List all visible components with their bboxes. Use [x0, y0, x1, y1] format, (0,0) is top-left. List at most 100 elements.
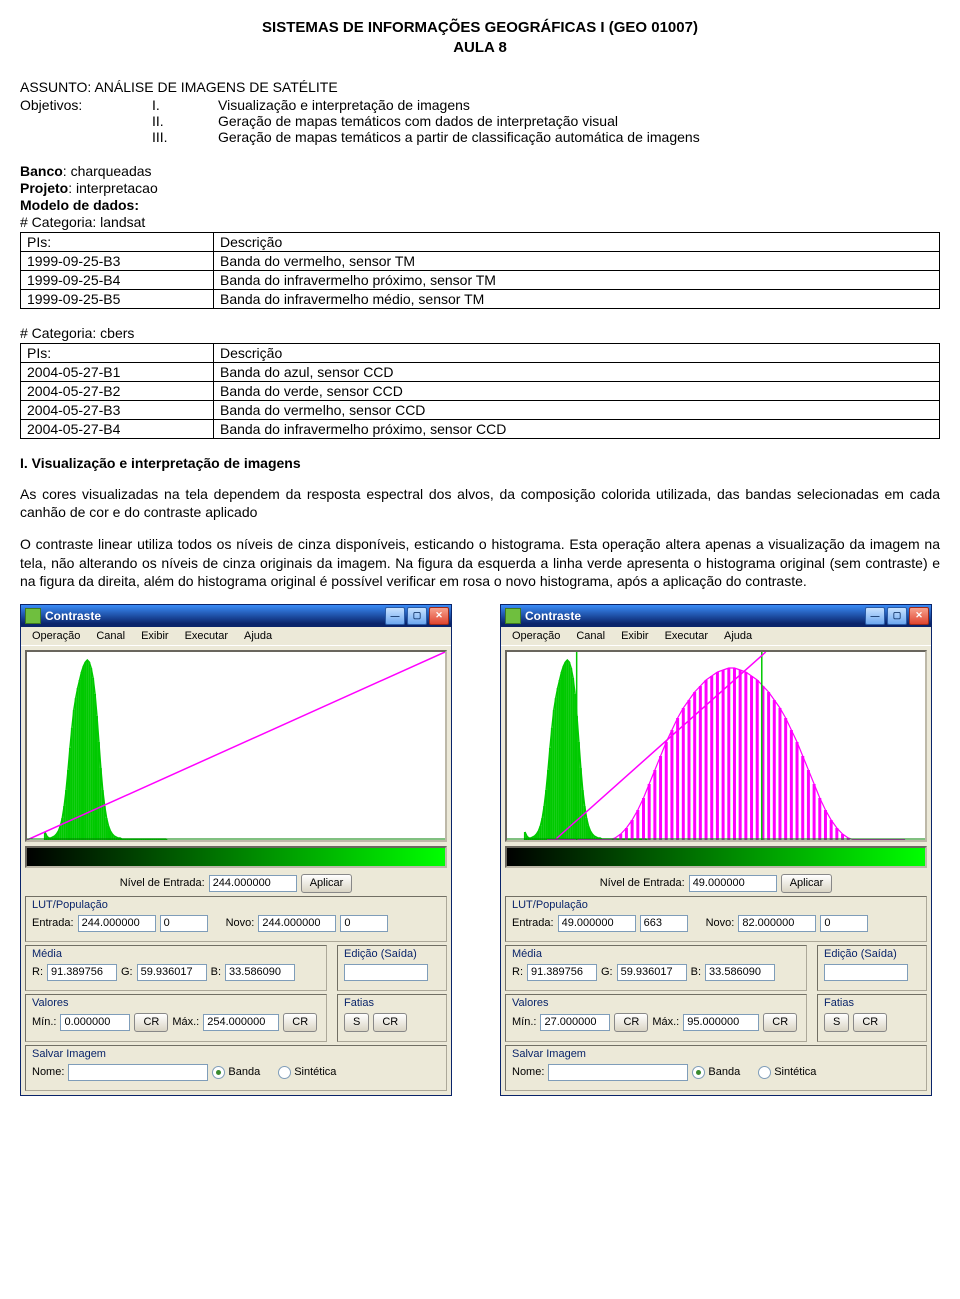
novo-input-1[interactable] [258, 915, 336, 932]
close-button[interactable]: ✕ [909, 607, 929, 625]
banco-value: : charqueadas [63, 163, 152, 179]
cr-button[interactable]: CR [763, 1013, 797, 1032]
g-input[interactable] [137, 964, 207, 981]
salvar-title: Salvar Imagem [512, 1048, 920, 1060]
novo-input-2[interactable] [820, 915, 868, 932]
novo-label: Novo: [226, 917, 255, 929]
menubar: Operação Canal Exibir Executar Ajuda [501, 627, 931, 646]
sintetica-radio[interactable]: Sintética [278, 1066, 336, 1079]
window-title: Contraste [525, 609, 865, 623]
menu-ajuda[interactable]: Ajuda [237, 629, 279, 643]
menu-executar[interactable]: Executar [178, 629, 235, 643]
table-row: 2004-05-27-B4Banda do infravermelho próx… [21, 420, 940, 439]
obj-roman-2: II. [98, 113, 218, 129]
nivel-label: Nível de Entrada: [120, 877, 205, 889]
maximize-button[interactable]: ▢ [887, 607, 907, 625]
table-row: 2004-05-27-B1Banda do azul, sensor CCD [21, 363, 940, 382]
menubar: Operação Canal Exibir Executar Ajuda [21, 627, 451, 646]
menu-canal[interactable]: Canal [89, 629, 132, 643]
novo-input-1[interactable] [738, 915, 816, 932]
app-icon [505, 608, 521, 624]
cr-button[interactable]: CR [373, 1013, 407, 1032]
media-title: Média [32, 948, 320, 960]
novo-input-2[interactable] [340, 915, 388, 932]
sintetica-radio[interactable]: Sintética [758, 1066, 816, 1079]
menu-executar[interactable]: Executar [658, 629, 715, 643]
edicao-title: Edição (Saída) [824, 948, 920, 960]
cr-button[interactable]: CR [283, 1013, 317, 1032]
aplicar-button[interactable]: Aplicar [781, 874, 833, 893]
entrada-input-1[interactable] [78, 915, 156, 932]
section-1-title: I. Visualização e interpretação de image… [20, 455, 940, 471]
titlebar[interactable]: Contraste — ▢ ✕ [21, 605, 451, 627]
fatias-title: Fatias [824, 997, 920, 1009]
min-input[interactable] [540, 1014, 610, 1031]
paragraph: O contraste linear utiliza todos os níve… [20, 535, 940, 590]
nivel-input[interactable] [209, 875, 297, 892]
table-row: 1999-09-25-B5Banda do infravermelho médi… [21, 290, 940, 309]
menu-exibir[interactable]: Exibir [134, 629, 176, 643]
menu-operacao[interactable]: Operação [505, 629, 567, 643]
paragraph: As cores visualizadas na tela dependem d… [20, 485, 940, 521]
max-input[interactable] [203, 1014, 279, 1031]
table-landsat: PIs:Descrição 1999-09-25-B3Banda do verm… [20, 232, 940, 309]
menu-ajuda[interactable]: Ajuda [717, 629, 759, 643]
table-row: 1999-09-25-B3Banda do vermelho, sensor T… [21, 252, 940, 271]
b-input[interactable] [225, 964, 295, 981]
g-input[interactable] [617, 964, 687, 981]
b-input[interactable] [705, 964, 775, 981]
banda-radio[interactable]: Banda [212, 1066, 260, 1079]
s-button[interactable]: S [824, 1013, 849, 1032]
cr-button[interactable]: CR [614, 1013, 648, 1032]
entrada-input-2[interactable] [160, 915, 208, 932]
edicao-input[interactable] [824, 964, 908, 981]
minimize-button[interactable]: — [385, 607, 405, 625]
min-label: Mín.: [512, 1016, 536, 1028]
lut-title: LUT/População [32, 899, 440, 911]
valores-title: Valores [512, 997, 800, 1009]
menu-exibir[interactable]: Exibir [614, 629, 656, 643]
minimize-button[interactable]: — [865, 607, 885, 625]
obj-roman-1: I. [98, 97, 218, 113]
max-label: Máx.: [652, 1016, 679, 1028]
nome-label: Nome: [512, 1066, 544, 1078]
r-input[interactable] [527, 964, 597, 981]
s-button[interactable]: S [344, 1013, 369, 1032]
nivel-label: Nível de Entrada: [600, 877, 685, 889]
entrada-input-1[interactable] [558, 915, 636, 932]
doc-title-line2: AULA 8 [20, 38, 940, 58]
r-label: R: [512, 966, 523, 978]
r-input[interactable] [47, 964, 117, 981]
maximize-button[interactable]: ▢ [407, 607, 427, 625]
table-row: 2004-05-27-B3Banda do vermelho, sensor C… [21, 401, 940, 420]
cr-button[interactable]: CR [134, 1013, 168, 1032]
nome-input[interactable] [548, 1064, 688, 1081]
nivel-input[interactable] [689, 875, 777, 892]
obj-text-1: Visualização e interpretação de imagens [218, 97, 940, 113]
histogram-chart [25, 650, 447, 842]
titlebar[interactable]: Contraste — ▢ ✕ [501, 605, 931, 627]
doc-title-line1: SISTEMAS DE INFORMAÇÕES GEOGRÁFICAS I (G… [20, 18, 940, 38]
min-input[interactable] [60, 1014, 130, 1031]
edicao-input[interactable] [344, 964, 428, 981]
max-input[interactable] [683, 1014, 759, 1031]
valores-title: Valores [32, 997, 320, 1009]
salvar-title: Salvar Imagem [32, 1048, 440, 1060]
contraste-window-left: Contraste — ▢ ✕ Operação Canal Exibir Ex… [20, 604, 452, 1096]
b-label: B: [211, 966, 221, 978]
entrada-input-2[interactable] [640, 915, 688, 932]
aplicar-button[interactable]: Aplicar [301, 874, 353, 893]
obj-text-2: Geração de mapas temáticos com dados de … [218, 113, 940, 129]
table-row: 1999-09-25-B4Banda do infravermelho próx… [21, 271, 940, 290]
cr-button[interactable]: CR [853, 1013, 887, 1032]
min-label: Mín.: [32, 1016, 56, 1028]
menu-operacao[interactable]: Operação [25, 629, 87, 643]
nome-input[interactable] [68, 1064, 208, 1081]
table-row: 2004-05-27-B2Banda do verde, sensor CCD [21, 382, 940, 401]
menu-canal[interactable]: Canal [569, 629, 612, 643]
nome-label: Nome: [32, 1066, 64, 1078]
banda-radio[interactable]: Banda [692, 1066, 740, 1079]
projeto-value: : interpretacao [68, 180, 158, 196]
close-button[interactable]: ✕ [429, 607, 449, 625]
lut-title: LUT/População [512, 899, 920, 911]
